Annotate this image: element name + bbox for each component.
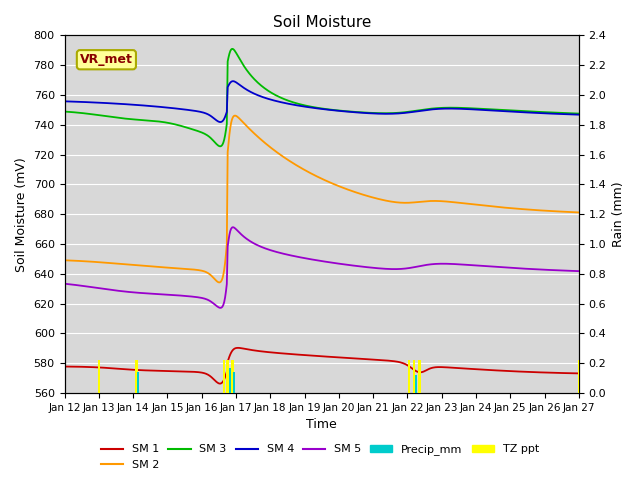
- Bar: [234, 372, 235, 393]
- Bar: [223, 360, 225, 393]
- Bar: [413, 360, 415, 393]
- Legend: SM 1, SM 2, SM 3, SM 4, SM 5, Precip_mm, TZ ppt: SM 1, SM 2, SM 3, SM 4, SM 5, Precip_mm,…: [97, 440, 543, 474]
- Bar: [229, 368, 230, 393]
- Bar: [135, 360, 138, 393]
- X-axis label: Time: Time: [307, 419, 337, 432]
- Text: VR_met: VR_met: [80, 53, 133, 66]
- Title: Soil Moisture: Soil Moisture: [273, 15, 371, 30]
- Y-axis label: Soil Moisture (mV): Soil Moisture (mV): [15, 157, 28, 272]
- Bar: [231, 360, 234, 393]
- Bar: [138, 372, 139, 393]
- Y-axis label: Rain (mm): Rain (mm): [612, 181, 625, 247]
- Bar: [418, 360, 420, 393]
- Bar: [226, 360, 228, 393]
- Bar: [415, 375, 417, 393]
- Bar: [98, 360, 100, 393]
- Bar: [408, 360, 410, 393]
- Bar: [578, 360, 580, 393]
